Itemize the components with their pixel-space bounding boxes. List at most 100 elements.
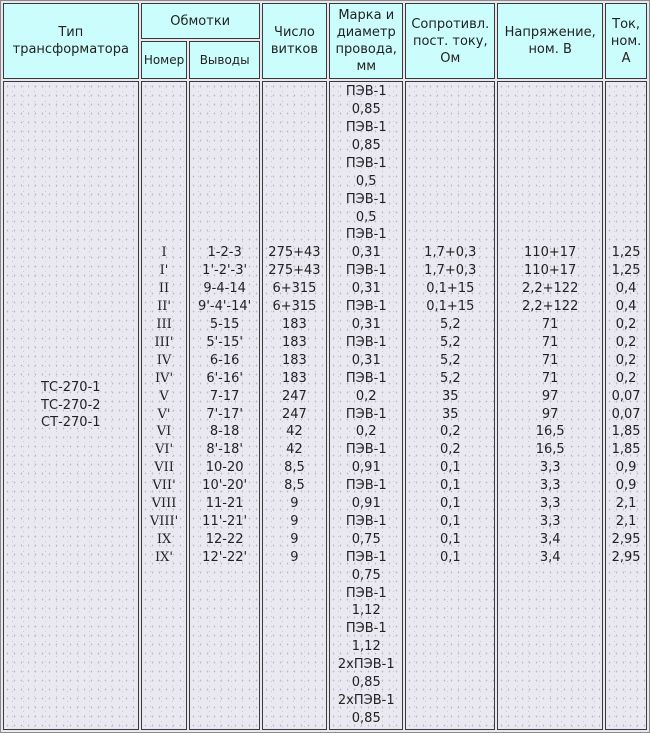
wire-value: 0,75: [351, 567, 381, 583]
current-value: 0,9: [615, 478, 637, 494]
turns-value: 275+43: [268, 245, 321, 261]
terminals-value: 5'-15': [206, 334, 243, 350]
wire-value: ПЭВ-1: [345, 191, 387, 207]
wire-value: ПЭВ-1: [345, 263, 387, 279]
wire-value: 0,91: [351, 460, 381, 476]
current-value: 0,2: [615, 352, 637, 368]
current-value: 2,95: [611, 549, 641, 565]
numbers-value: VI: [156, 424, 172, 440]
turns-value: 247: [282, 388, 307, 404]
turns-value: 275+43: [268, 263, 321, 279]
wire-value: 0,75: [351, 531, 381, 547]
voltage-value: 16,5: [535, 442, 565, 458]
wire-value: 0,5: [355, 173, 377, 189]
resistance-value: 35: [442, 388, 459, 404]
current-value: 0,07: [611, 406, 641, 422]
numbers-value: III: [156, 316, 172, 332]
turns-value: 9: [290, 496, 299, 512]
cell-resistance: 1,7+0,3 1,7+0,3 0,1+15 0,1+15 5,2 5,2 5,2 5,2 35…: [405, 81, 496, 730]
header-windings: Обмотки: [140, 3, 260, 39]
voltage-value: 3,3: [539, 496, 561, 512]
voltage-value: 97: [541, 406, 559, 422]
numbers-value: VII: [154, 460, 174, 476]
wire-value: 0,2: [355, 388, 377, 404]
wire-value: 0,85: [351, 710, 381, 726]
turns-value: 183: [282, 370, 307, 386]
terminals-value: 9-4-14: [203, 281, 246, 297]
numbers-value: V': [157, 406, 171, 422]
terminals-value: 8-18: [209, 424, 240, 440]
wire-value: ПЭВ-1: [345, 549, 387, 565]
resistance-value: 1,7+0,3: [424, 245, 477, 261]
numbers-value: IV: [156, 352, 172, 368]
current-value: 0,9: [615, 460, 637, 476]
voltage-value: 97: [541, 388, 559, 404]
wire-value: 0,85: [351, 102, 381, 118]
terminals-value: 1-2-3: [207, 245, 242, 261]
turns-value: 42: [286, 424, 303, 440]
resistance-value: 0,1+15: [426, 299, 475, 315]
numbers-value: IV': [154, 370, 174, 386]
terminals-value: 12'-22': [202, 549, 248, 565]
wire-value: ПЭВ-1: [345, 155, 387, 171]
resistance-value: 0,1: [439, 513, 461, 529]
numbers-value: V: [159, 388, 169, 404]
cell-numbers: I I' II II' III III' IV IV' V V' VI VI' VII VII' VIII V…: [140, 81, 188, 730]
resistance-value: 0,2: [439, 424, 461, 440]
terminals-value: 6'-16': [206, 370, 243, 386]
resistance-value: 0,1: [439, 478, 461, 494]
cell-current: 1,25 1,25 0,4 0,4 0,2 0,2 0,2 0,2 0,07 0,07 1,85 1,…: [605, 81, 647, 730]
numbers-value: IX': [155, 549, 173, 565]
wire-value: 0,31: [351, 245, 381, 261]
header-number: Номер: [140, 41, 188, 79]
resistance-value: 5,2: [439, 352, 461, 368]
wire-value: ПЭВ-1: [345, 513, 387, 529]
current-value: 2,1: [615, 496, 637, 512]
current-value: 0,07: [611, 388, 641, 404]
resistance-value: 0,1: [439, 460, 461, 476]
voltage-value: 110+17: [524, 263, 577, 279]
types-value: ТС-270-2: [41, 397, 101, 413]
voltage-value: 3,3: [539, 460, 561, 476]
voltage-value: 2,2+122: [521, 281, 579, 297]
current-value: 0,4: [615, 299, 637, 315]
current-value: 1,85: [611, 424, 641, 440]
terminals-value: 11-21: [205, 496, 244, 512]
wire-value: ПЭВ-1: [345, 299, 387, 315]
current-value: 1,25: [611, 245, 641, 261]
terminals-value: 11'-21': [202, 513, 248, 529]
turns-value: 9: [290, 513, 299, 529]
turns-value: 8,5: [284, 460, 305, 476]
terminals-value: 1'-2'-3': [202, 263, 248, 279]
numbers-value: IX: [156, 531, 172, 547]
wire-value: ПЭВ-1: [345, 334, 387, 350]
wire-value: ПЭВ-1: [345, 370, 387, 386]
turns-value: 42: [286, 442, 303, 458]
terminals-value: 5-15: [209, 316, 240, 332]
numbers-value: II': [157, 299, 171, 315]
resistance-value: 35: [442, 406, 459, 422]
header-voltage: Напряжение, ном. В: [497, 3, 604, 79]
resistance-value: 0,1: [439, 531, 461, 547]
numbers-value: VII': [152, 478, 176, 494]
turns-value: 6+315: [272, 299, 317, 315]
cell-voltage: 110+17 110+17 2,2+122 2,2+122 71 71 71 71 97 97 16…: [497, 81, 604, 730]
terminals-value: 10-20: [205, 460, 244, 476]
terminals-value: 6-16: [209, 352, 240, 368]
turns-value: 9: [290, 531, 299, 547]
wire-value: 1,12: [351, 639, 381, 655]
voltage-value: 71: [541, 316, 559, 332]
numbers-value: VIII: [151, 496, 177, 512]
numbers-value: III': [154, 334, 174, 350]
voltage-value: 71: [541, 370, 559, 386]
wire-value: 0,85: [351, 675, 381, 691]
wire-value: ПЭВ-1: [345, 621, 387, 637]
resistance-value: 5,2: [439, 370, 461, 386]
resistance-value: 0,1: [439, 496, 461, 512]
terminals-value: 8'-18': [206, 442, 243, 458]
wire-value: 0,85: [351, 137, 381, 153]
wire-value: ПЭВ-1: [345, 406, 387, 422]
wire-value: 0,5: [355, 209, 377, 225]
numbers-value: VI': [154, 442, 174, 458]
wire-value: ПЭВ-1: [345, 227, 387, 243]
